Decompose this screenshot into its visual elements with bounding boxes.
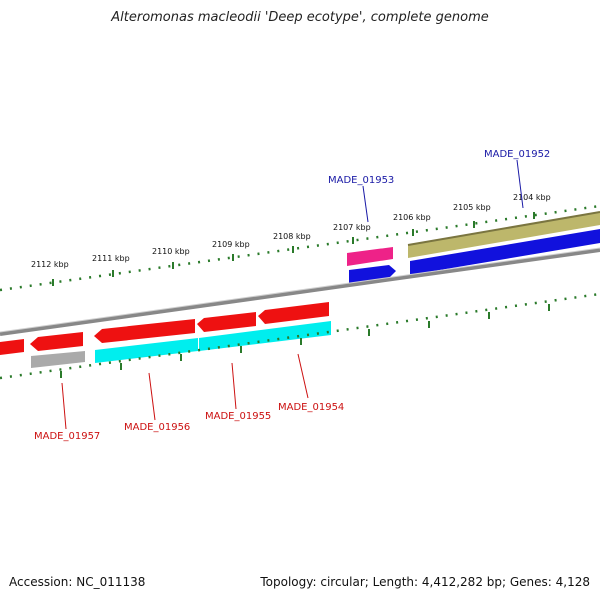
- red-feature[interactable]: [258, 302, 329, 324]
- cyan-feature[interactable]: [95, 338, 198, 363]
- gene-label-made-01956[interactable]: MADE_01956: [124, 422, 190, 433]
- blue-arrow-feature[interactable]: [349, 265, 396, 284]
- gene-label-made-01955[interactable]: MADE_01955: [205, 411, 271, 422]
- gene-label-made-01957[interactable]: MADE_01957: [34, 431, 100, 442]
- scale-label: 2106 kbp: [393, 213, 431, 222]
- red-feature[interactable]: [197, 312, 256, 332]
- gene-label-made-01952[interactable]: MADE_01952: [484, 149, 550, 160]
- scale-label: 2107 kbp: [333, 223, 371, 232]
- scale-label: 2104 kbp: [513, 193, 551, 202]
- genome-summary-text: Topology: circular; Length: 4,412,282 bp…: [260, 575, 590, 589]
- khaki-feature[interactable]: [408, 212, 600, 258]
- scale-label: 2109 kbp: [212, 240, 250, 249]
- forward-features: [347, 211, 600, 284]
- reverse-gene-labels: MADE_01957 MADE_01956 MADE_01955 MADE_01…: [34, 353, 344, 442]
- scale-label: 2111 kbp: [92, 254, 130, 263]
- gene-label-made-01953[interactable]: MADE_01953: [328, 175, 394, 186]
- scale-label: 2112 kbp: [31, 260, 69, 269]
- cyan-feature[interactable]: [199, 321, 331, 351]
- forward-gene-labels: MADE_01953 MADE_01952: [328, 149, 550, 223]
- magenta-feature[interactable]: [347, 247, 393, 266]
- bottom-ruler: [0, 292, 600, 380]
- red-feature[interactable]: [30, 332, 83, 351]
- scale-label: 2105 kbp: [453, 203, 491, 212]
- scale-labels: 2112 kbp 2111 kbp 2110 kbp 2109 kbp 2108…: [31, 193, 551, 269]
- gray-feature[interactable]: [31, 351, 85, 368]
- backbone: [0, 248, 600, 336]
- reverse-features: [0, 302, 331, 368]
- red-feature[interactable]: [94, 319, 195, 343]
- accession-text: Accession: NC_011138: [9, 575, 146, 589]
- top-ruler: [0, 204, 600, 292]
- gene-label-made-01954[interactable]: MADE_01954: [278, 402, 344, 413]
- blue-feature[interactable]: [410, 229, 600, 275]
- map-title: Alteromonas macleodii 'Deep ecotype', co…: [111, 10, 489, 25]
- red-feature[interactable]: [0, 339, 24, 355]
- scale-label: 2108 kbp: [273, 232, 311, 241]
- scale-label: 2110 kbp: [152, 247, 190, 256]
